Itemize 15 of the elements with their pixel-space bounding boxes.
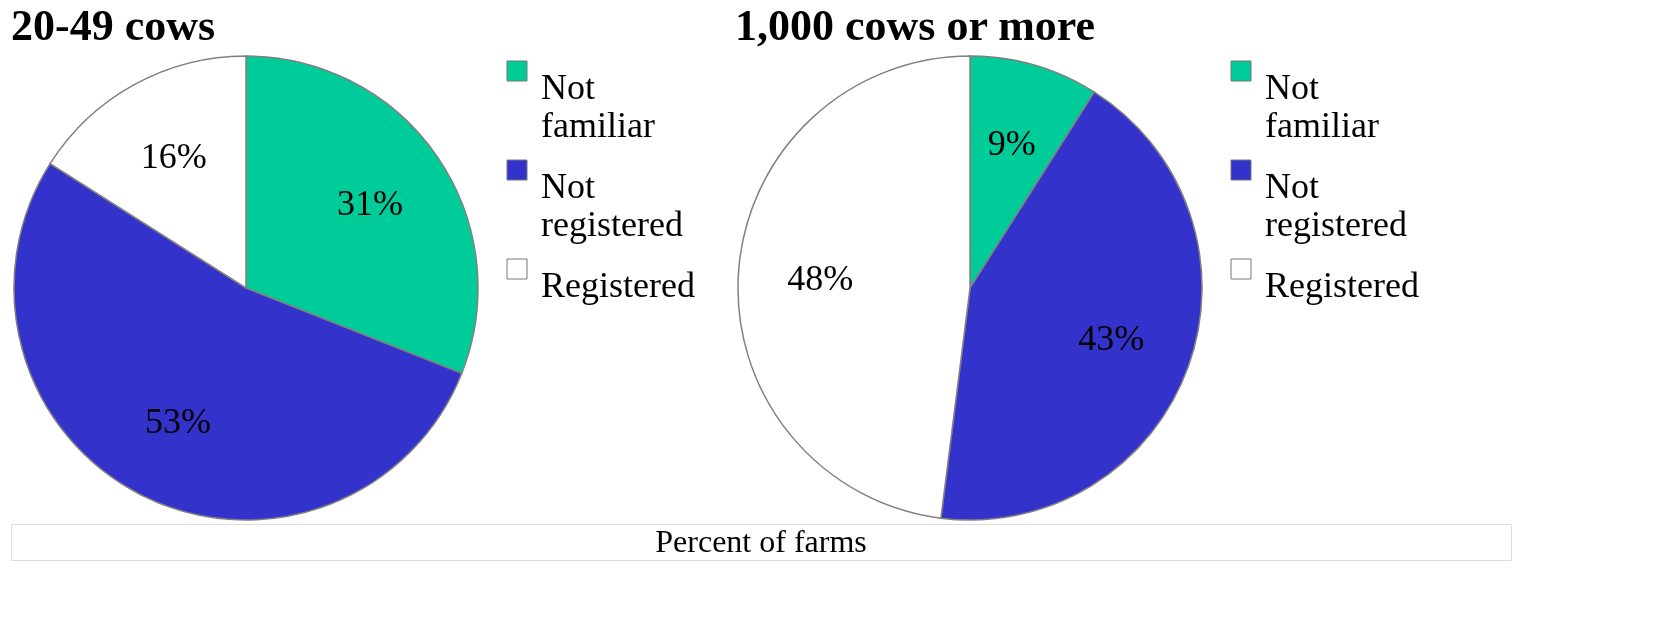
chart-title: 20-49 cows	[11, 1, 216, 50]
legend-label: Not familiar	[1265, 67, 1379, 145]
data-label: 16%	[140, 135, 207, 176]
data-label: 53%	[144, 400, 211, 441]
chart-title: 1,000 cows or more	[735, 1, 1096, 50]
text: Percent of farms	[655, 523, 867, 559]
data-label: 9%	[987, 122, 1036, 163]
data-label: 48%	[787, 257, 854, 298]
legend-label: Registered	[541, 265, 695, 305]
legend-label: Registered	[1265, 265, 1419, 305]
legend-label: Not registered	[541, 166, 683, 244]
legend-label: Not familiar	[541, 67, 655, 145]
data-label: 43%	[1078, 317, 1145, 358]
legend-label: Not registered	[1265, 166, 1407, 244]
data-label: 31%	[337, 182, 404, 223]
